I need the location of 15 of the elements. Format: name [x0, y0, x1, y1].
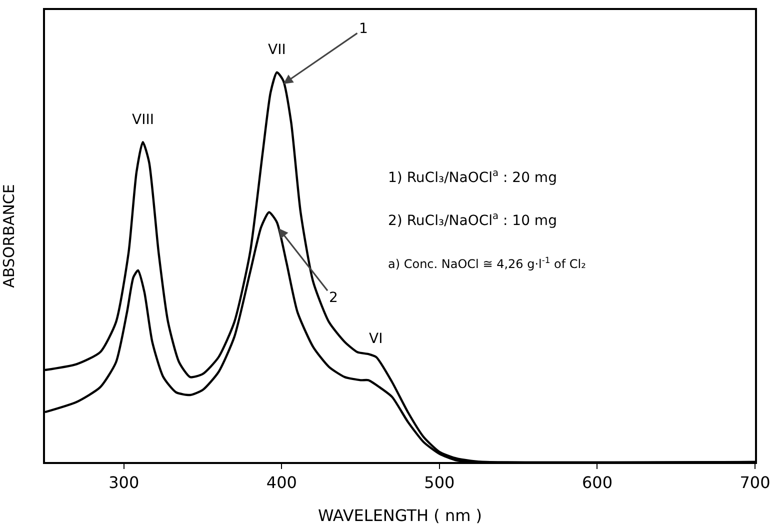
x-tick-label: 300 — [108, 473, 140, 492]
annotation: VI — [369, 331, 383, 347]
x-tick-label: 600 — [582, 473, 612, 492]
annotation: 1) RuCl₃/NaOCl$^{a}$ : 20 mg — [388, 168, 557, 186]
x-tick-label: 700 — [740, 473, 770, 492]
annotation: a) Conc. NaOCl ≅ 4,26 g·l$^{-1}$ of Cl₂ — [388, 255, 586, 272]
x-axis-title: WAVELENGTH ( nm ) — [318, 506, 482, 525]
x-tick-label: 500 — [424, 473, 455, 492]
annotation: VIII — [132, 112, 154, 128]
annotation: 2 — [329, 290, 338, 306]
y-axis-title: ABSORBANCE — [0, 184, 18, 288]
x-tick-label: 400 — [266, 473, 297, 492]
annotation: 1 — [359, 21, 368, 37]
annotation: VII — [268, 42, 286, 58]
annotation: 2) RuCl₃/NaOCl$^{a}$ : 10 mg — [388, 211, 557, 229]
